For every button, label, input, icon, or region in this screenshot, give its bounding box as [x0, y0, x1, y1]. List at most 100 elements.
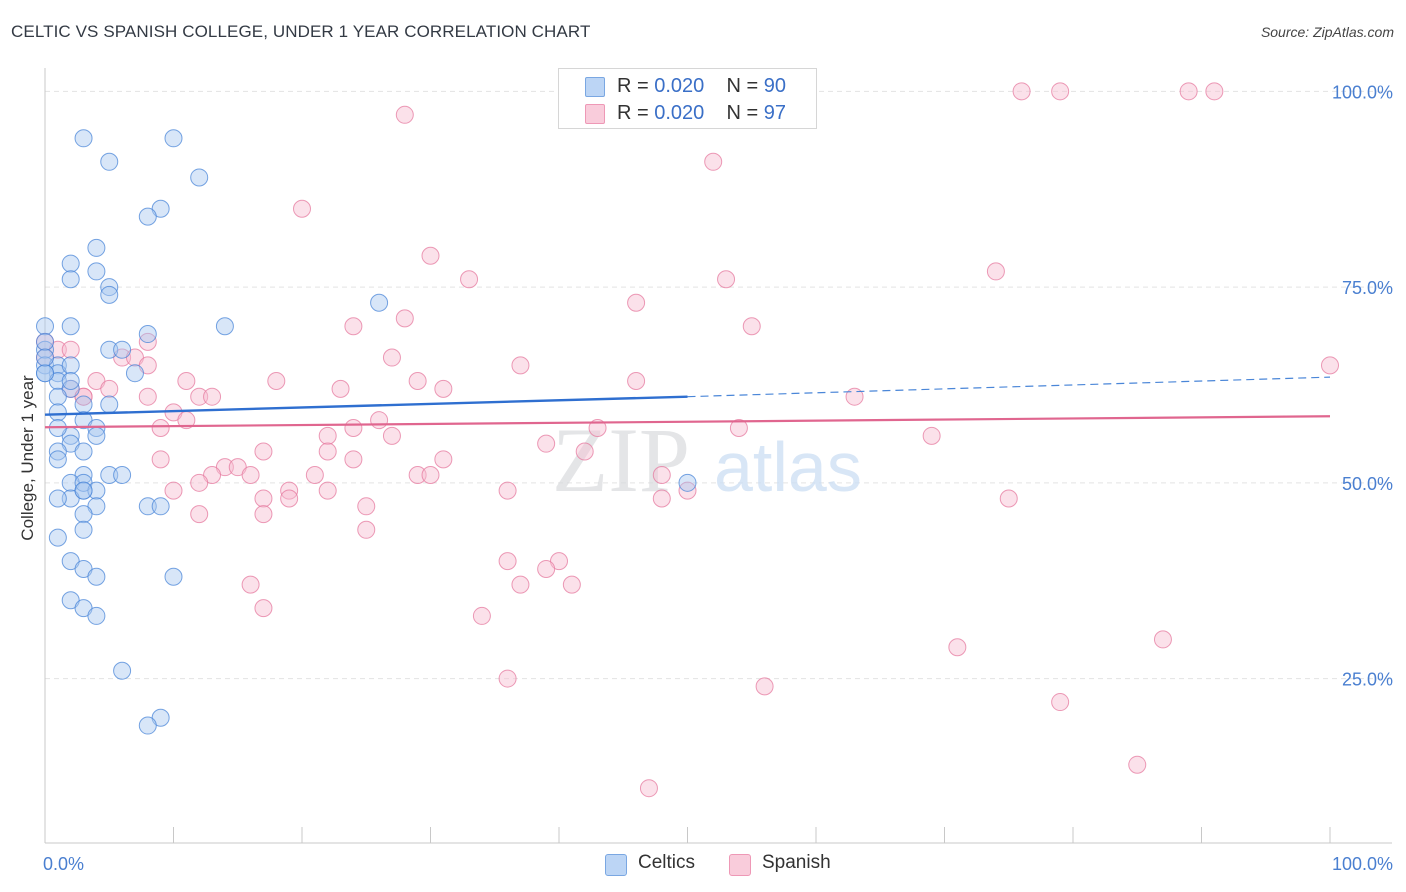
data-point-spanish — [421, 465, 440, 484]
data-point-celtics — [74, 395, 93, 414]
data-point-celtics — [36, 364, 54, 383]
data-point-spanish — [344, 450, 363, 469]
data-point-celtics — [61, 356, 80, 375]
data-point-celtics — [36, 340, 54, 359]
data-point-celtics — [87, 262, 106, 281]
bottom-legend-swatch-spanish — [729, 854, 751, 876]
data-point-celtics — [74, 481, 93, 500]
data-point-celtics — [138, 207, 157, 226]
data-point-spanish — [498, 481, 517, 500]
trend-line-celtics-extension — [687, 376, 1331, 398]
data-point-spanish — [639, 779, 658, 798]
data-point-spanish — [382, 426, 401, 445]
data-point-spanish — [498, 669, 517, 688]
data-point-celtics — [36, 348, 54, 367]
data-point-celtics — [48, 403, 67, 422]
trend-line-celtics — [44, 395, 688, 416]
data-point-spanish — [61, 340, 80, 359]
data-point-celtics — [113, 465, 132, 484]
points-layer — [36, 82, 1339, 798]
data-point-spanish — [254, 599, 273, 618]
data-point-spanish — [845, 387, 864, 406]
data-point-spanish — [717, 270, 736, 289]
data-point-celtics — [100, 285, 119, 304]
watermark-zip: ZIP — [552, 409, 690, 511]
data-point-spanish — [408, 372, 427, 391]
data-point-spanish — [280, 481, 299, 500]
data-point-spanish — [177, 372, 196, 391]
data-point-celtics — [48, 387, 67, 406]
data-point-spanish — [1153, 630, 1172, 649]
data-point-celtics — [48, 528, 67, 547]
chart-source: Source: ZipAtlas.com — [1260, 24, 1394, 40]
data-point-celtics — [61, 372, 80, 391]
data-point-spanish — [382, 348, 401, 367]
data-point-spanish — [357, 497, 376, 516]
data-point-celtics — [61, 317, 80, 336]
data-point-spanish — [986, 262, 1005, 281]
data-point-spanish — [395, 105, 414, 124]
y-tick-label: 75.0% — [1342, 278, 1393, 298]
data-point-spanish — [241, 465, 260, 484]
label-layer: 25.0% 50.0% 75.0% 100.0% 0.0% 100.0% College, … — [18, 82, 1393, 874]
data-point-celtics — [74, 129, 93, 148]
data-point-spanish — [293, 199, 311, 218]
legend-n-label: N = — [726, 75, 764, 97]
x-tick-label: 100.0% — [1332, 854, 1393, 874]
data-point-spanish — [742, 317, 761, 336]
data-point-spanish — [575, 442, 594, 461]
data-point-celtics — [190, 168, 209, 187]
watermark-atlas: atlas — [714, 428, 862, 506]
data-point-spanish — [678, 481, 697, 500]
data-point-spanish — [652, 489, 671, 508]
data-point-spanish — [460, 270, 479, 289]
data-point-spanish — [755, 677, 774, 696]
data-point-celtics — [87, 481, 106, 500]
y-tick-label: 100.0% — [1332, 82, 1393, 102]
data-point-spanish — [190, 473, 209, 492]
legend-swatch-spanish — [585, 104, 605, 124]
data-point-spanish — [1012, 82, 1031, 101]
data-point-spanish — [318, 426, 337, 445]
data-point-spanish — [1179, 82, 1198, 101]
data-point-spanish — [138, 332, 157, 351]
data-point-spanish — [267, 372, 286, 391]
data-point-celtics — [74, 442, 93, 461]
data-point-spanish — [395, 309, 414, 328]
data-point-celtics — [36, 317, 54, 336]
legend-r-value: 0.020 — [654, 75, 705, 97]
data-point-celtics — [125, 364, 144, 383]
x-tick-label: 0.0% — [43, 854, 84, 874]
y-tick-label: 25.0% — [1342, 670, 1393, 690]
data-point-spanish — [511, 575, 530, 594]
legend: R = 0.020 N = 90 R = 0.020 N = 97 — [558, 68, 817, 129]
data-point-spanish — [138, 387, 157, 406]
data-point-spanish — [1321, 356, 1339, 375]
axis-layer — [44, 68, 1392, 844]
data-point-celtics — [100, 395, 119, 414]
data-point-spanish — [421, 246, 440, 265]
data-point-spanish — [344, 419, 363, 438]
data-point-spanish — [344, 317, 363, 336]
data-point-spanish — [729, 419, 748, 438]
y-tick-label: 50.0% — [1342, 474, 1393, 494]
data-point-spanish — [562, 575, 581, 594]
data-point-spanish — [254, 489, 273, 508]
legend-r-value: 0.020 — [654, 102, 705, 124]
data-point-spanish — [537, 434, 556, 453]
data-point-spanish — [434, 450, 453, 469]
data-point-celtics — [36, 332, 54, 351]
data-point-celtics — [113, 340, 132, 359]
data-point-celtics — [61, 270, 80, 289]
data-point-spanish — [472, 606, 491, 625]
legend-n-value: 90 — [763, 75, 787, 97]
data-point-spanish — [434, 379, 453, 398]
data-point-celtics — [87, 426, 106, 445]
data-point-celtics — [48, 450, 67, 469]
data-point-celtics — [74, 505, 93, 524]
y-axis-label: College, Under 1 year — [18, 375, 37, 541]
data-point-celtics — [74, 520, 93, 539]
data-point-spanish — [704, 152, 723, 171]
data-point-spanish — [318, 442, 337, 461]
